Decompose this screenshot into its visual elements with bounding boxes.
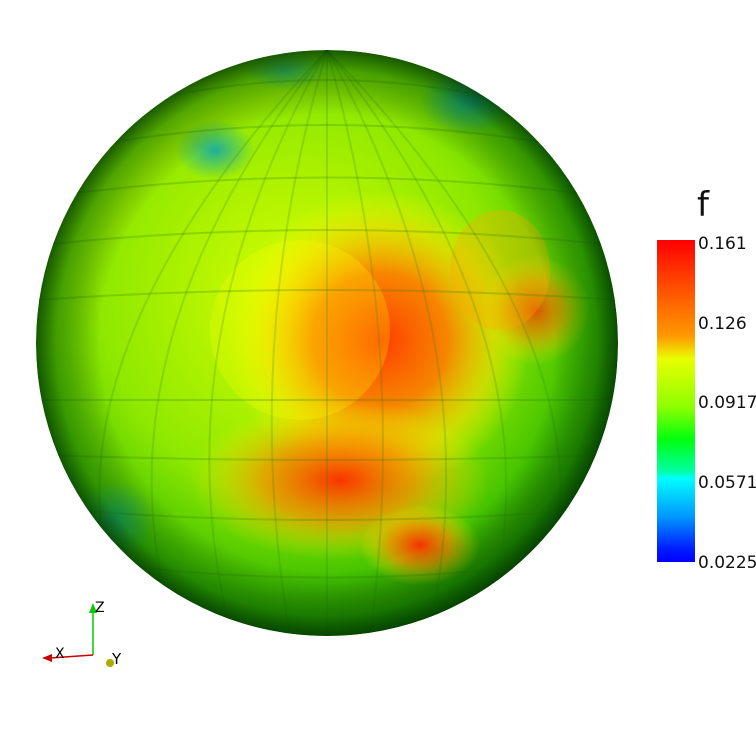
scalar-bar-tick-2: 0.126	[698, 314, 747, 334]
scalar-bar-tick-min: 0.0225	[698, 553, 756, 573]
axis-label-z: Z	[95, 600, 105, 616]
axis-label-y: Y	[112, 650, 122, 668]
scalar-bar-tick-4: 0.0571	[698, 473, 756, 493]
scalar-bar-title: f	[697, 185, 709, 225]
scalar-bar-tick-max: 0.161	[698, 234, 747, 254]
axis-label-x: X	[55, 646, 65, 662]
scalar-bar	[657, 240, 695, 562]
orientation-axes	[42, 603, 114, 667]
sphere-surface	[36, 50, 618, 636]
scalar-bar-tick-3: 0.0917	[698, 393, 756, 413]
